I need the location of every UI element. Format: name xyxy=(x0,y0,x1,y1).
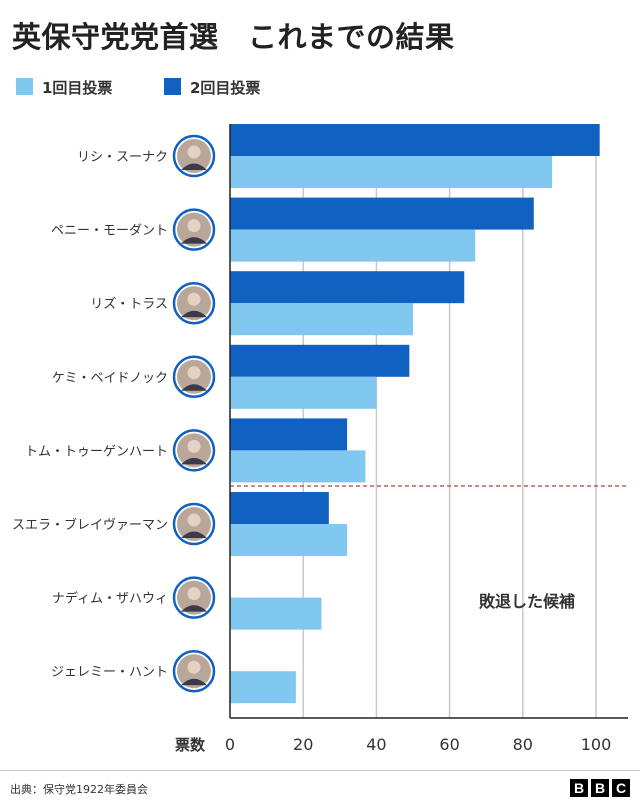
bbc-logo-letter-2: B xyxy=(591,779,609,797)
bar-round1 xyxy=(230,376,377,409)
bar-round1 xyxy=(230,156,553,188)
candidate-photo-head xyxy=(187,292,201,306)
candidate-photo-body xyxy=(181,163,207,170)
legend-swatch-round1 xyxy=(16,78,33,95)
candidate-photo-head xyxy=(187,587,201,601)
bar-round1 xyxy=(230,229,476,262)
candidate-photo-body xyxy=(181,237,207,244)
footer-divider xyxy=(0,770,640,771)
bar-round1 xyxy=(230,524,348,556)
eliminated-annotation: 敗退した候補 xyxy=(479,592,575,611)
bar-round1 xyxy=(230,303,413,336)
bar-round2 xyxy=(230,124,600,156)
x-tick-label: 100 xyxy=(581,735,612,754)
bar-round1 xyxy=(230,597,322,630)
legend-label-round2: 2回目投票 xyxy=(190,79,261,97)
x-axis-label: 票数 xyxy=(175,736,206,754)
bar-round2 xyxy=(230,197,534,230)
candidate-label: ケミ・ベイドノック xyxy=(52,371,168,386)
source-note: 出典：保守党1922年委員会 xyxy=(10,783,148,796)
x-tick-label: 40 xyxy=(366,735,386,754)
candidate-photo-body xyxy=(181,605,207,612)
bbc-logo-letter-1: B xyxy=(570,779,588,797)
candidate-photo-head xyxy=(187,439,201,453)
candidate-label: リズ・トラス xyxy=(90,296,168,312)
candidate-photo-head xyxy=(187,219,201,233)
candidate-label: ペニー・モーダント xyxy=(51,224,168,239)
bbc-logo-letter-3: C xyxy=(612,779,630,797)
candidate-label: スエラ・ブレイヴァーマン xyxy=(12,517,168,533)
candidate-photo-body xyxy=(181,457,207,465)
candidate-photo-body xyxy=(181,531,207,538)
x-tick-label: 0 xyxy=(225,735,235,754)
candidate-photo-body xyxy=(181,310,207,318)
x-tick-label: 60 xyxy=(439,735,459,754)
bar-round1 xyxy=(230,450,366,483)
candidate-label: リシ・スーナク xyxy=(77,150,168,165)
candidate-photo-head xyxy=(187,660,201,674)
candidate-photo-body xyxy=(181,384,207,391)
candidate-photo-head xyxy=(187,145,201,159)
bar-round2 xyxy=(230,271,465,304)
legend-swatch-round2 xyxy=(164,78,181,95)
candidate-photo-body xyxy=(181,678,207,686)
bar-round2 xyxy=(230,492,329,524)
candidate-photo-head xyxy=(187,366,201,380)
chart-title: 英保守党党首選 これまでの結果 xyxy=(12,20,455,54)
legend-label-round1: 1回目投票 xyxy=(42,79,113,97)
candidate-label: トム・トゥーゲンハート xyxy=(25,444,168,459)
x-tick-label: 20 xyxy=(293,735,313,754)
candidate-photo-head xyxy=(187,513,201,527)
bar-round2 xyxy=(230,344,410,377)
bar-round2 xyxy=(230,418,348,451)
bar-chart: リシ・スーナクペニー・モーダントリズ・トラスケミ・ベイドノックトム・トゥーゲンハ… xyxy=(12,124,628,754)
candidate-label: ナディム・ザハウィ xyxy=(52,591,168,607)
bar-round1 xyxy=(230,671,296,704)
x-tick-label: 80 xyxy=(513,735,533,754)
candidate-label: ジェレミー・ハント xyxy=(51,665,168,680)
